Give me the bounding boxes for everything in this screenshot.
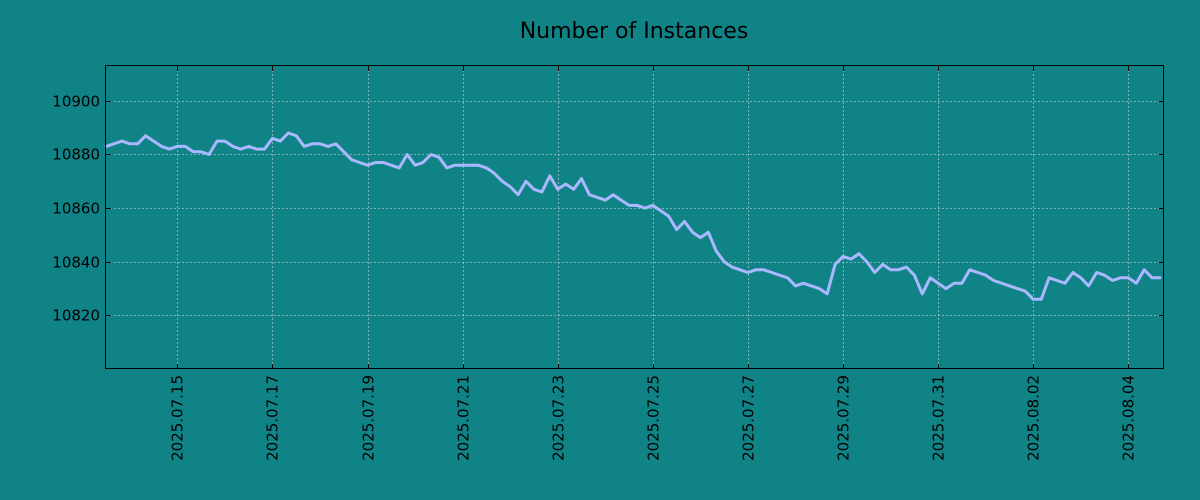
x-tick-label: 2025.07.23 bbox=[550, 375, 568, 461]
y-axis-ticks: 10820 10840 10860 10880 10900 bbox=[52, 93, 1164, 325]
x-tick-label: 2025.07.31 bbox=[930, 375, 948, 461]
x-tick-label: 2025.07.29 bbox=[835, 375, 853, 461]
x-tick-label: 2025.08.02 bbox=[1025, 375, 1043, 461]
x-tick-label: 2025.07.25 bbox=[645, 375, 663, 461]
x-tick-label: 2025.07.17 bbox=[264, 375, 282, 461]
y-tick-label: 10840 bbox=[52, 254, 100, 272]
x-tick-label: 2025.07.15 bbox=[169, 375, 187, 461]
y-tick-label: 10860 bbox=[52, 200, 100, 218]
y-tick-label: 10820 bbox=[52, 307, 100, 325]
x-tick-label: 2025.08.04 bbox=[1120, 375, 1138, 461]
chart-title: Number of Instances bbox=[520, 19, 749, 44]
y-tick-label: 10900 bbox=[52, 93, 100, 111]
x-tick-label: 2025.07.21 bbox=[455, 375, 473, 461]
plot-frame bbox=[105, 65, 1164, 369]
grid-lines bbox=[106, 66, 1164, 369]
y-tick-label: 10880 bbox=[52, 146, 100, 164]
x-axis-ticks: 2025.07.15 2025.07.17 2025.07.19 2025.07.21… bbox=[169, 66, 1138, 461]
x-tick-label: 2025.07.27 bbox=[740, 375, 758, 461]
instances-series-line bbox=[104, 131, 1162, 301]
x-tick-label: 2025.07.19 bbox=[360, 375, 378, 461]
